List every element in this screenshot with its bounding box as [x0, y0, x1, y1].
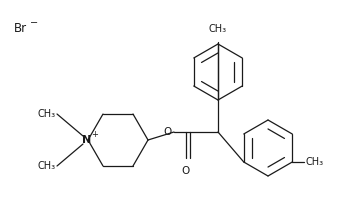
Text: +: +: [92, 130, 98, 139]
Text: O: O: [181, 166, 189, 176]
Text: CH₃: CH₃: [209, 24, 227, 34]
Text: Br: Br: [14, 21, 27, 34]
Text: −: −: [30, 18, 38, 28]
Text: CH₃: CH₃: [38, 109, 56, 119]
Text: O: O: [164, 127, 172, 137]
Text: CH₃: CH₃: [306, 157, 324, 167]
Text: CH₃: CH₃: [38, 161, 56, 171]
Text: N: N: [82, 135, 92, 145]
